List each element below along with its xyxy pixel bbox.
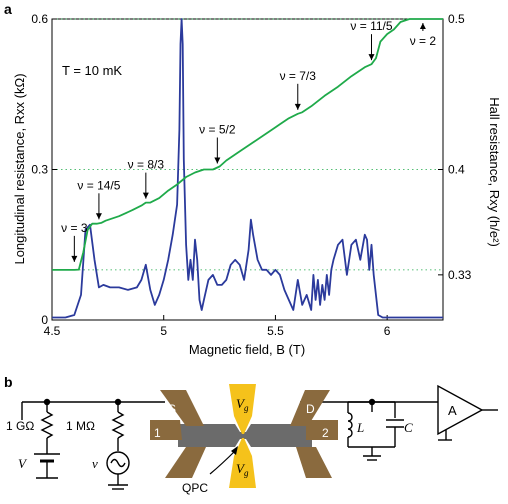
left-tick-label: 0	[41, 313, 48, 327]
right-axis-ticks: 0.33 0.4 0.5	[438, 12, 472, 282]
annotation-nu: ν = 7/3	[280, 69, 317, 110]
x-tick-label: 5.5	[267, 324, 284, 338]
rxx-series-line	[52, 18, 443, 319]
left-tick-label: 0.3	[31, 163, 48, 177]
annotation-nu: ν = 2	[410, 23, 437, 48]
left-axis-label: Longitudinal resistance, Rxx (kΩ)	[12, 73, 27, 264]
rxy-series-line	[52, 18, 443, 271]
mesa	[178, 424, 312, 447]
arrow-head-icon	[95, 213, 102, 220]
temperature-label: T = 10 mK	[62, 63, 122, 78]
x-tick-label: 4.5	[44, 324, 61, 338]
arrow-head-icon	[142, 192, 149, 199]
amplifier-symbol	[437, 384, 484, 436]
inductor-symbol	[347, 412, 353, 438]
x-tick-label: 5	[160, 324, 167, 338]
right-tick-label: 0.4	[448, 163, 465, 177]
contact-bottom-left	[165, 447, 206, 478]
right-tick-label: 0.5	[448, 12, 465, 26]
annotation-label: ν = 11/5	[350, 19, 392, 33]
arrow-head-icon	[214, 157, 221, 164]
left-tick-label: 0.6	[31, 12, 48, 26]
annotation-label: ν = 5/2	[199, 122, 236, 136]
gate-bottom	[229, 438, 256, 488]
measurement-circuit	[21, 384, 498, 490]
right-tick-label: 0.33	[448, 268, 472, 282]
contact-1	[150, 420, 182, 440]
resistor-1-label: 1 GΩ	[6, 419, 34, 433]
gate-top-label: Vg	[236, 396, 249, 413]
qpc-arrow-head-icon	[231, 446, 238, 455]
qpc-label: QPC	[182, 481, 208, 495]
resistor-2-symbol	[111, 411, 125, 439]
dc-source-label: V	[18, 456, 28, 471]
panel-a-label: a	[4, 1, 12, 17]
ac-source-label: v	[92, 456, 98, 471]
x-axis-ticks: 4.5 5 5.5 6	[44, 315, 391, 338]
source-contact-label: S	[168, 402, 176, 416]
annotation-label: ν = 8/3	[128, 158, 165, 172]
annotation-nu: ν = 11/5	[350, 19, 393, 61]
x-axis-label: Magnetic field, B (T)	[189, 342, 305, 357]
arrow-head-icon	[71, 255, 78, 262]
amplifier-label: A	[448, 403, 457, 418]
drain-contact-label: D	[306, 402, 315, 416]
x-tick-label: 6	[384, 324, 391, 338]
annotation-nu: ν = 3	[61, 221, 88, 262]
series-group	[52, 18, 443, 319]
ac-wave-icon	[110, 458, 126, 468]
arrow-head-icon	[368, 54, 375, 61]
resistance-chart: 4.5 5 5.5 6 0 0.3 0.6 0.33 0.4 0.5 ν = 3 ν = 14/…	[12, 12, 502, 357]
annotation-label: ν = 14/5	[77, 178, 120, 192]
annotation-nu: ν = 14/5	[77, 178, 121, 220]
gate-bottom-label: Vg	[236, 461, 249, 478]
arrow-head-icon	[294, 103, 301, 110]
contact-2	[306, 420, 338, 440]
annotation-nu: ν = 5/2	[199, 122, 236, 164]
annotation-nu: ν = 8/3	[128, 158, 165, 199]
annotation-label: ν = 3	[61, 221, 88, 235]
capacitor-label: C	[404, 420, 413, 435]
annotation-label: ν = 2	[410, 34, 437, 48]
contact-source	[160, 390, 204, 426]
sample-device: S 1 D 2 Vg Vg QPC	[150, 384, 338, 495]
resistor-2-label: 1 MΩ	[66, 419, 95, 433]
arrow-head-icon	[419, 23, 426, 29]
annotation-label: ν = 7/3	[280, 69, 317, 83]
panel-b-label: b	[4, 374, 13, 390]
contact-bottom-right	[296, 447, 332, 478]
gate-top	[229, 384, 256, 434]
resistor-1-symbol	[40, 411, 54, 439]
contact-1-label: 1	[154, 426, 161, 440]
contact-2-label: 2	[322, 426, 329, 440]
filling-factor-annotations: ν = 3 ν = 14/5 ν = 8/3 ν = 5/2 ν = 7/3 ν = 11…	[61, 19, 436, 262]
left-axis-ticks: 0 0.3 0.6	[31, 12, 57, 327]
right-axis-label: Hall resistance, Rxy (h/e²)	[487, 97, 502, 247]
plateau-reference-lines	[52, 18, 443, 271]
inductor-label: L	[356, 420, 364, 435]
contact-drain	[290, 390, 330, 426]
